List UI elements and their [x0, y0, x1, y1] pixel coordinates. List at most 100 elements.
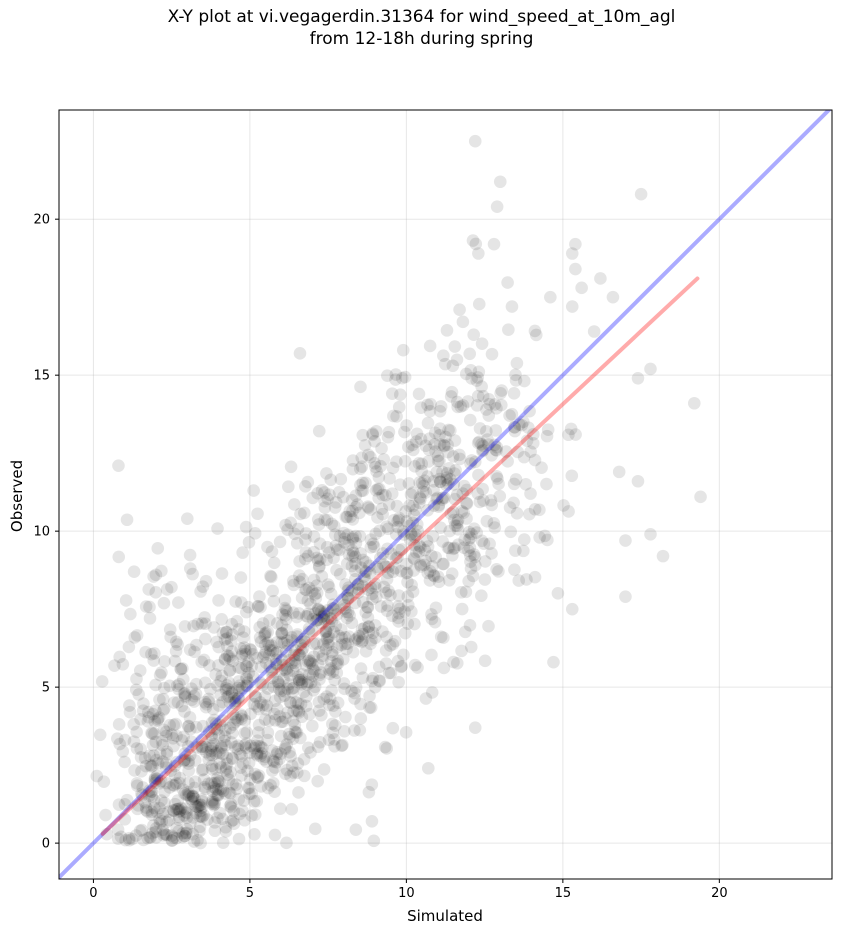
data-point [265, 665, 278, 679]
data-point [178, 687, 192, 700]
data-point [351, 577, 365, 591]
data-point [306, 612, 320, 626]
data-point [279, 663, 292, 676]
x-tick-label: 10 [398, 886, 415, 901]
data-point [408, 530, 422, 544]
data-point [280, 738, 294, 751]
data-point [389, 551, 403, 565]
data-point [302, 622, 316, 635]
data-point [183, 643, 197, 657]
data-point [168, 768, 182, 782]
data-point [245, 809, 258, 822]
data-point [223, 799, 237, 813]
data-point [240, 679, 254, 693]
data-point [235, 712, 248, 726]
data-point [252, 702, 266, 716]
data-point [307, 684, 320, 697]
data-point [295, 644, 308, 658]
data-point [165, 728, 178, 741]
data-point [295, 678, 308, 691]
data-points [90, 134, 707, 850]
data-point [480, 403, 493, 416]
data-point [188, 754, 202, 767]
data-point [322, 546, 336, 559]
data-point [310, 613, 324, 626]
data-point [468, 134, 482, 148]
data-point [358, 439, 372, 452]
data-point [286, 574, 300, 588]
data-point [511, 445, 525, 459]
data-point [436, 465, 449, 479]
data-point [217, 734, 231, 748]
data-point [167, 696, 181, 709]
data-point [135, 823, 149, 837]
data-point [251, 770, 264, 784]
data-point [267, 755, 281, 769]
data-point [242, 781, 256, 795]
data-point [481, 433, 494, 446]
data-point [310, 614, 323, 628]
data-point [273, 535, 287, 549]
data-point [510, 507, 524, 520]
data-point [413, 539, 426, 552]
data-point [275, 626, 289, 640]
data-point [457, 479, 471, 493]
data-point [501, 276, 514, 289]
data-point [459, 585, 473, 599]
data-point [351, 582, 365, 596]
data-point [207, 737, 220, 751]
data-point [440, 471, 454, 484]
data-point [212, 788, 225, 802]
data-point [423, 339, 437, 353]
data-point [320, 540, 334, 554]
data-point [170, 729, 183, 743]
data-point [235, 662, 248, 675]
data-point [265, 664, 279, 677]
data-point [356, 671, 370, 684]
data-point [314, 616, 328, 630]
data-point [285, 682, 299, 695]
data-point [376, 625, 389, 638]
data-point [163, 679, 177, 693]
data-point [221, 768, 234, 782]
data-point [431, 449, 445, 463]
data-point [215, 567, 229, 580]
data-point [292, 786, 305, 799]
data-point [332, 485, 346, 499]
data-point [368, 434, 381, 448]
data-point [317, 613, 331, 626]
data-point [136, 781, 149, 794]
data-point [211, 811, 224, 825]
data-point [369, 483, 383, 497]
data-point [205, 728, 218, 742]
data-point [312, 424, 326, 438]
data-point [210, 635, 223, 649]
data-point [283, 730, 296, 744]
data-point [194, 810, 208, 823]
data-point [160, 776, 173, 790]
data-point [301, 610, 314, 623]
data-point [330, 641, 344, 654]
data-point [324, 587, 338, 601]
data-point [327, 625, 341, 639]
data-point [235, 769, 248, 782]
data-point [392, 513, 406, 527]
data-point [137, 833, 150, 847]
data-point [274, 684, 288, 698]
data-point [461, 395, 475, 408]
data-point [475, 589, 488, 603]
data-point [289, 644, 302, 657]
data-point [275, 653, 289, 667]
data-point [289, 695, 303, 709]
data-point [207, 780, 221, 794]
data-point [612, 465, 626, 479]
data-point [238, 726, 251, 740]
data-point [331, 657, 345, 670]
data-point [212, 594, 225, 607]
data-point [253, 590, 266, 603]
data-point [240, 672, 254, 686]
data-point [196, 763, 210, 776]
data-point [517, 544, 530, 558]
data-point [184, 792, 198, 806]
data-point [99, 808, 112, 822]
